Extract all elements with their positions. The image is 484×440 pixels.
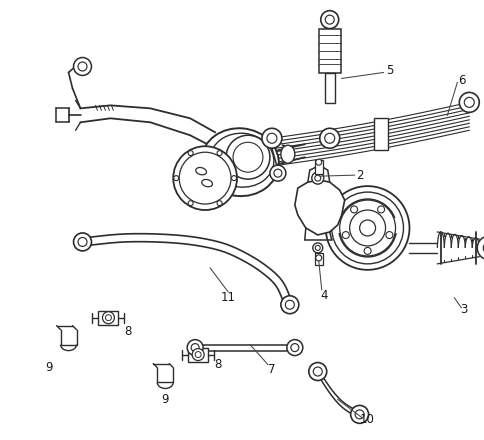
Circle shape: [463, 97, 473, 107]
Text: 5: 5: [385, 64, 393, 77]
Circle shape: [102, 312, 114, 324]
Circle shape: [324, 133, 334, 143]
Circle shape: [217, 150, 222, 156]
Circle shape: [313, 367, 321, 376]
Circle shape: [280, 296, 298, 314]
Circle shape: [476, 236, 484, 260]
Circle shape: [273, 169, 281, 177]
Circle shape: [188, 201, 193, 205]
Circle shape: [319, 128, 339, 148]
Circle shape: [290, 344, 298, 352]
Circle shape: [482, 242, 484, 254]
Text: 10: 10: [360, 413, 374, 426]
Circle shape: [363, 247, 370, 254]
Ellipse shape: [210, 133, 273, 187]
Circle shape: [331, 192, 403, 264]
Circle shape: [105, 315, 111, 321]
Circle shape: [286, 340, 302, 356]
Bar: [314, 253, 322, 265]
Text: 2: 2: [355, 169, 363, 182]
Circle shape: [350, 405, 368, 423]
Circle shape: [342, 231, 348, 238]
Circle shape: [285, 300, 294, 309]
Ellipse shape: [196, 168, 206, 175]
Text: 4: 4: [319, 289, 327, 302]
Circle shape: [173, 176, 178, 181]
Circle shape: [354, 410, 363, 419]
Circle shape: [226, 135, 270, 179]
Circle shape: [191, 344, 199, 352]
Text: 9: 9: [161, 393, 168, 406]
Polygon shape: [294, 180, 344, 235]
Circle shape: [179, 152, 230, 204]
Bar: [98, 311, 118, 325]
Ellipse shape: [280, 145, 294, 163]
Circle shape: [339, 200, 394, 256]
Circle shape: [349, 210, 385, 246]
Circle shape: [320, 11, 338, 29]
Circle shape: [458, 92, 478, 112]
Circle shape: [270, 165, 285, 181]
Text: 3: 3: [460, 303, 467, 316]
Circle shape: [350, 206, 357, 213]
Circle shape: [312, 243, 322, 253]
Circle shape: [377, 206, 384, 213]
Ellipse shape: [201, 128, 278, 196]
Circle shape: [232, 142, 262, 172]
Circle shape: [325, 186, 408, 270]
Circle shape: [188, 150, 193, 156]
Circle shape: [74, 58, 91, 75]
Circle shape: [385, 231, 392, 238]
Circle shape: [217, 201, 222, 205]
Text: 6: 6: [457, 74, 465, 87]
Bar: [318, 29, 340, 73]
Bar: [324, 73, 334, 103]
Circle shape: [261, 128, 281, 148]
Circle shape: [315, 159, 321, 165]
Circle shape: [78, 238, 87, 246]
Circle shape: [231, 176, 236, 181]
Circle shape: [315, 255, 321, 261]
Circle shape: [359, 220, 375, 236]
Ellipse shape: [201, 180, 212, 187]
Circle shape: [266, 133, 276, 143]
Circle shape: [187, 340, 203, 356]
Circle shape: [314, 175, 320, 181]
Circle shape: [192, 348, 204, 360]
Text: 9: 9: [45, 361, 52, 374]
Bar: [188, 348, 208, 362]
Text: 8: 8: [214, 358, 221, 371]
Circle shape: [195, 352, 201, 358]
Text: 8: 8: [124, 325, 132, 338]
Circle shape: [78, 62, 87, 71]
Circle shape: [311, 172, 323, 184]
Text: 7: 7: [268, 363, 275, 376]
Bar: [314, 160, 322, 174]
Circle shape: [325, 15, 333, 24]
Circle shape: [315, 246, 319, 250]
Circle shape: [74, 233, 91, 251]
Text: 11: 11: [220, 291, 235, 304]
Bar: [373, 118, 387, 150]
Circle shape: [173, 146, 237, 210]
Circle shape: [308, 363, 326, 381]
